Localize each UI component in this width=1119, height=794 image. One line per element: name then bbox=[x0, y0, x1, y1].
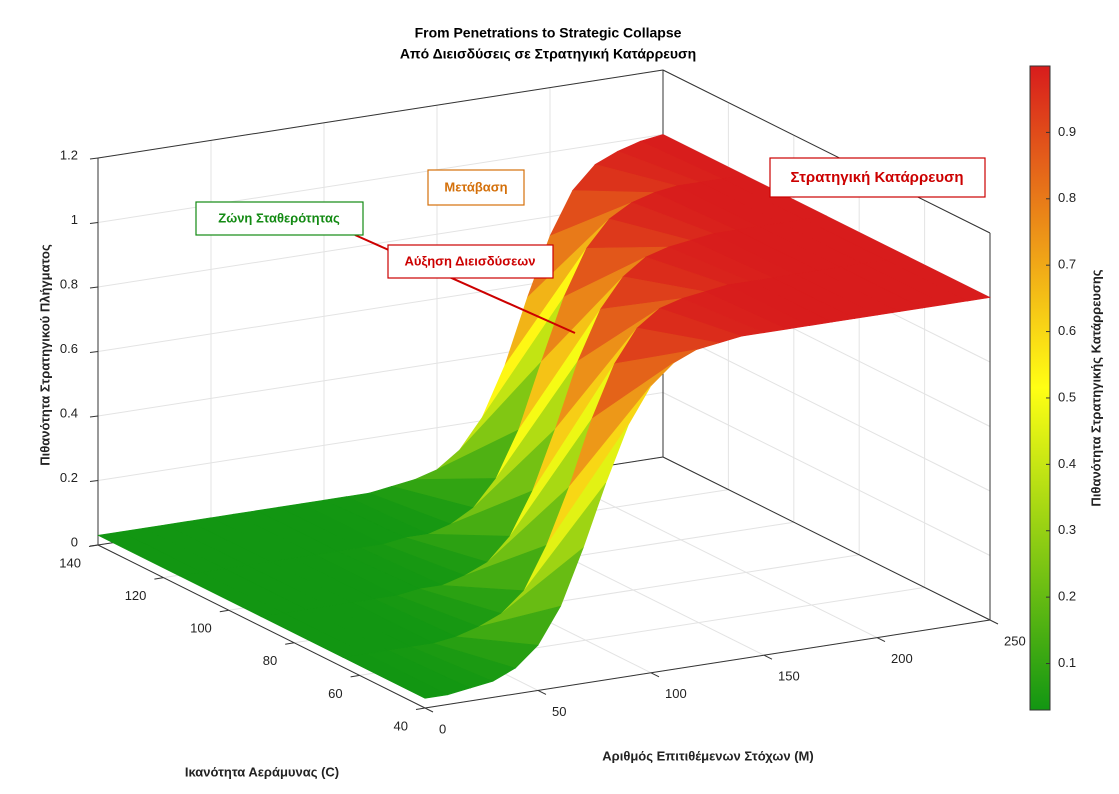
annotation-text: Στρατηγική Κατάρρευση bbox=[790, 169, 963, 186]
z-axis-label: Πιθανότητα Στρατηγικού Πλήγματος bbox=[37, 244, 52, 466]
axis-line bbox=[424, 619, 991, 709]
x-tick-label: 200 bbox=[891, 651, 913, 666]
y-tick-label: 40 bbox=[394, 718, 408, 733]
z-tick bbox=[89, 351, 99, 353]
axis-line bbox=[662, 456, 991, 621]
annotation-box bbox=[387, 244, 554, 279]
chart-title: From Penetrations to Strategic Collapse bbox=[415, 25, 682, 41]
annotation: Μετάβαση bbox=[427, 169, 525, 206]
colorbar bbox=[1029, 65, 1051, 711]
x-tick-label: 100 bbox=[665, 686, 687, 701]
annotation: Ζώνη Σταθερότητας bbox=[195, 201, 364, 236]
colorbar: 0.1 0.2 0.3 0.4 0.5 0.6 0.7 0.8 0.9 bbox=[1029, 65, 1076, 711]
x-tick bbox=[537, 689, 547, 695]
annotation-box bbox=[427, 169, 525, 206]
grid-line bbox=[662, 327, 991, 492]
grid-line bbox=[97, 134, 664, 223]
grid-line bbox=[662, 392, 991, 556]
y-tick-label: 60 bbox=[328, 686, 342, 701]
grid-line bbox=[549, 474, 878, 639]
surface-facet bbox=[342, 653, 449, 699]
colorbar-tick-label: 0.6 bbox=[1058, 323, 1076, 338]
colorbar-tick-label: 0.2 bbox=[1058, 589, 1076, 604]
z-tick bbox=[89, 286, 99, 289]
annotation-box bbox=[769, 157, 986, 198]
chart-subtitle: Από Διεισδύσεις σε Στρατηγική Κατάρρευση bbox=[400, 46, 696, 62]
annotation: Στρατηγική Κατάρρευση bbox=[769, 157, 986, 198]
y-axis-label: Ικανότητα Αεράμυνας (C) bbox=[185, 764, 339, 779]
colorbar-tick-label: 0.3 bbox=[1058, 522, 1076, 537]
x-axis-label: Αριθμός Επιτιθέμενων Στόχων (M) bbox=[602, 748, 813, 763]
colorbar-tick-label: 0.4 bbox=[1058, 456, 1076, 471]
z-tick bbox=[89, 480, 99, 482]
y-tick bbox=[350, 674, 360, 678]
ticks: 0 0.2 0.4 0.6 0.8 1 1.2 40 60 80 100 120 140 0 50 100 15… bbox=[59, 147, 1025, 736]
y-tick bbox=[154, 577, 164, 580]
z-tick-label: 0.2 bbox=[60, 470, 78, 485]
x-tick-label: 250 bbox=[1004, 633, 1026, 648]
annotation-text: Ζώνη Σταθερότητας bbox=[218, 210, 340, 225]
y-tick bbox=[285, 642, 295, 645]
y-tick-label: 120 bbox=[125, 588, 147, 603]
x-tick-label: 0 bbox=[439, 721, 446, 736]
z-tick bbox=[89, 157, 99, 160]
colorbar-label: Πιθανότητα Στρατηγικής Κατάρρευσης bbox=[1088, 269, 1103, 506]
y-tick-label: 100 bbox=[190, 621, 212, 636]
annotation-text: Μετάβαση bbox=[444, 179, 507, 194]
y-tick bbox=[415, 707, 426, 710]
x-tick-label: 150 bbox=[778, 669, 800, 684]
colorbar-tick-label: 0.8 bbox=[1058, 190, 1076, 205]
z-tick-label: 1.2 bbox=[60, 147, 78, 162]
x-tick bbox=[650, 672, 660, 678]
colorbar-tick-label: 0.9 bbox=[1058, 124, 1076, 139]
y-tick-label: 140 bbox=[59, 555, 81, 570]
colorbar-tick-label: 0.1 bbox=[1058, 655, 1076, 670]
colorbar-tick-label: 0.7 bbox=[1058, 257, 1076, 272]
axis-line bbox=[97, 544, 426, 709]
x-tick bbox=[876, 637, 886, 643]
colorbar-tick-label: 0.5 bbox=[1058, 389, 1076, 404]
z-tick-label: 0.8 bbox=[60, 276, 78, 291]
y-tick-label: 80 bbox=[263, 653, 277, 668]
x-tick bbox=[989, 619, 999, 625]
surface bbox=[97, 134, 991, 699]
z-tick bbox=[89, 222, 99, 224]
z-tick-label: 1 bbox=[71, 212, 78, 227]
x-tick bbox=[424, 707, 434, 713]
x-tick-label: 50 bbox=[552, 704, 566, 719]
annotation: Αύξηση Διεισδύσεων bbox=[387, 244, 554, 279]
z-tick-label: 0.4 bbox=[60, 405, 78, 420]
annotation-text: Αύξηση Διεισδύσεων bbox=[404, 253, 535, 268]
z-tick bbox=[89, 415, 99, 418]
y-tick bbox=[88, 544, 99, 547]
annotation-box bbox=[195, 201, 364, 236]
y-tick bbox=[219, 609, 229, 613]
z-tick-label: 0 bbox=[71, 534, 78, 549]
axis-line bbox=[662, 69, 991, 234]
axis-line bbox=[97, 69, 664, 159]
x-tick bbox=[763, 654, 773, 660]
z-tick-label: 0.6 bbox=[60, 341, 78, 356]
